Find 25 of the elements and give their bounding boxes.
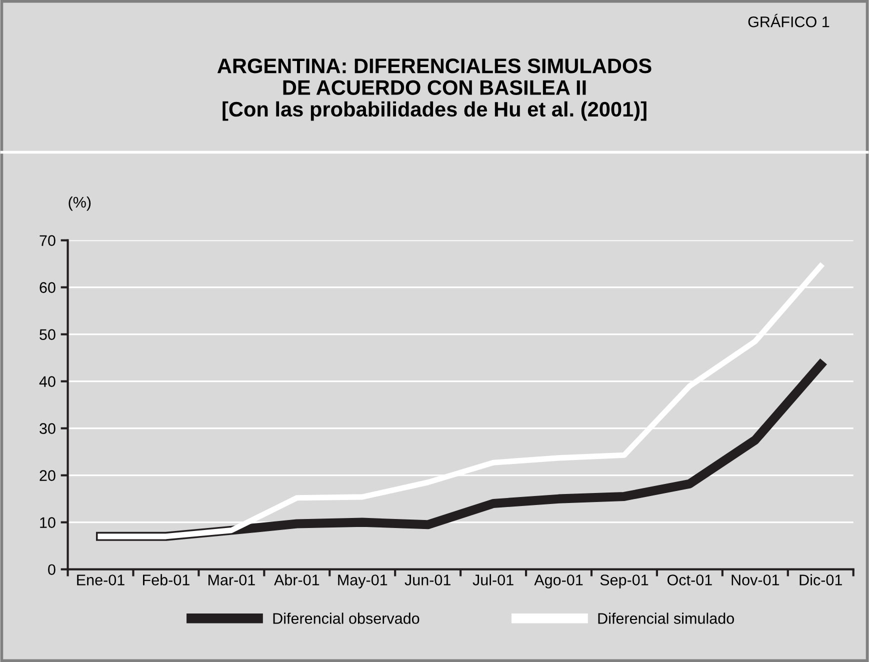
y-axis-title: (%) (68, 196, 91, 211)
chart-title: ARGENTINA: DIFERENCIALES SIMULADOS DE ACUERDO CON BASILEA II [Con las probabilidades de Hu et al. (2001)] (217, 58, 652, 121)
x-tick-label: Jun-01 (404, 574, 450, 586)
y-tick-label: 10 (40, 517, 56, 528)
x-tick-label: May-01 (338, 574, 388, 588)
x-tick-label: Sep-01 (600, 574, 648, 588)
x-tick-label: Oct-01 (667, 574, 712, 586)
y-tick-label: 60 (40, 282, 56, 293)
x-tick-label: Jul-01 (472, 574, 514, 586)
y-tick-label: 70 (40, 235, 56, 246)
x-tick-label: Mar-01 (208, 574, 255, 586)
x-tick-label: Abr-01 (274, 574, 320, 586)
y-tick-label: 40 (39, 376, 56, 387)
y-tick-label: 30 (40, 423, 56, 434)
x-tick-label: Ene-01 (77, 574, 124, 586)
text: GRÁFICO 1 (748, 14, 830, 28)
y-tick-label: 50 (40, 329, 56, 340)
legend-label: Diferencial observado (273, 612, 420, 624)
x-tick-label: Feb-01 (143, 574, 190, 586)
y-tick-label: 20 (40, 470, 56, 481)
legend-label: Diferencial simulado (598, 612, 734, 624)
x-tick-label: Dic-01 (800, 574, 842, 586)
x-tick-label: Ago-01 (534, 574, 583, 588)
x-tick-label: Nov-01 (732, 574, 780, 586)
y-tick-label: 0 (48, 564, 56, 576)
